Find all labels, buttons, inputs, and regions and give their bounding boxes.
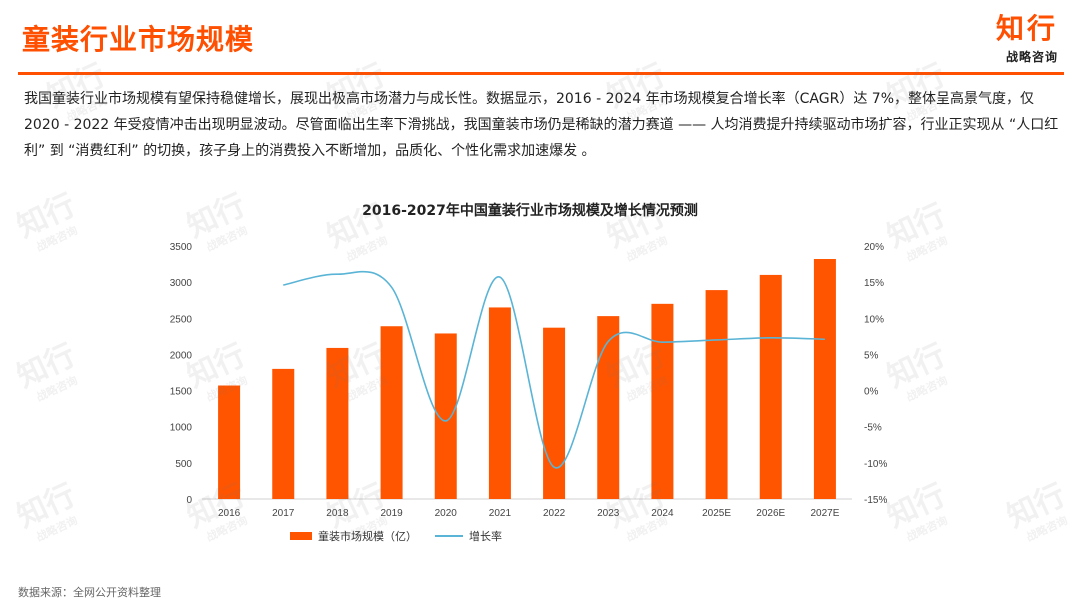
bar-2023 (597, 316, 620, 499)
bar-2017 (272, 368, 295, 499)
chart-legend: 童装市场规模（亿） 增长率 (290, 528, 502, 544)
watermark: 知行战略咨询 (11, 477, 88, 549)
x-tick-label: 2016 (218, 508, 241, 519)
watermark-sub: 战略咨询 (1024, 513, 1070, 545)
watermark: 知行战略咨询 (11, 337, 88, 409)
x-tick-label: 2026E (756, 508, 785, 519)
logo-sub: 战略咨询 (1005, 50, 1058, 64)
bar-2026E (759, 274, 782, 499)
bar-2022 (543, 327, 566, 499)
x-tick-label: 2027E (810, 508, 839, 519)
x-tick-label: 2025E (702, 508, 731, 519)
y-right-tick-label: 20% (864, 242, 884, 253)
y-right-tick-label: -15% (864, 495, 887, 506)
watermark: 知行战略咨询 (1001, 477, 1078, 549)
legend-line-label: 增长率 (469, 530, 502, 543)
x-tick-label: 2018 (326, 508, 349, 519)
description-paragraph: 我国童装行业市场规模有望保持稳健增长，展现出极高市场潜力与成长性。数据显示，20… (24, 91, 1059, 159)
bar-2018 (326, 347, 349, 499)
growth-rate-line (283, 270, 825, 469)
bar-2024 (651, 303, 674, 499)
y-left-tick-label: 1500 (170, 387, 193, 398)
x-tick-label: 2022 (543, 508, 566, 519)
page-title: 童装行业市场规模 (22, 23, 255, 56)
chart-container: 2016-2027年中国童装行业市场规模及增长情况预测 0 500 1000 1500… (150, 200, 910, 560)
y-right-tick-label: 10% (864, 314, 884, 325)
bar-2016 (218, 385, 241, 499)
y-right-tick-label: 15% (864, 278, 884, 289)
x-tick-label: 2019 (380, 508, 403, 519)
watermark-main: 知行 (1001, 477, 1071, 535)
chart-title: 2016-2027年中国童装行业市场规模及增长情况预测 (362, 203, 698, 219)
y-left-tick-label: 2000 (170, 350, 193, 361)
y-right-tick-label: 0% (864, 387, 879, 398)
data-source: 数据来源：全网公开资料整理 (18, 586, 161, 599)
x-tick-label: 2023 (597, 508, 620, 519)
logo-main: 知行 (995, 12, 1058, 45)
bar-2019 (380, 326, 403, 499)
bar-2021 (488, 307, 511, 499)
brand-logo: 知行 战略咨询 (948, 12, 1058, 65)
y-left-tick-label: 3000 (170, 278, 193, 289)
y-left-tick-label: 500 (175, 459, 192, 470)
watermark-main: 知行 (11, 477, 81, 535)
watermark-sub: 战略咨询 (34, 223, 80, 255)
legend-bar-label: 童装市场规模（亿） (318, 530, 417, 543)
y-left-tick-label: 3500 (170, 242, 193, 253)
header-divider (18, 72, 1064, 75)
watermark: 知行战略咨询 (11, 187, 88, 259)
x-tick-label: 2020 (435, 508, 458, 519)
bar-2020 (434, 333, 457, 499)
watermark-sub: 战略咨询 (34, 513, 80, 545)
y-right-tick-label: 5% (864, 350, 879, 361)
x-tick-label: 2024 (651, 508, 674, 519)
watermark-main: 知行 (11, 337, 81, 395)
y-left-tick-label: 2500 (170, 314, 193, 325)
legend-bar-swatch (290, 532, 312, 540)
y-left-tick-label: 0 (186, 495, 192, 506)
legend-line-swatch (435, 535, 463, 537)
watermark-sub: 战略咨询 (34, 373, 80, 405)
chart-svg: 0 500 1000 1500 2000 2500 3000 3500 -15% -10% -5% 0… (170, 242, 888, 519)
x-tick-label: 2021 (489, 508, 512, 519)
y-right-tick-label: -10% (864, 459, 887, 470)
x-tick-label: 2017 (272, 508, 295, 519)
watermark-main: 知行 (11, 187, 81, 245)
bar-2025E (705, 290, 728, 499)
y-right-tick-label: -5% (864, 423, 882, 434)
y-left-tick-label: 1000 (170, 423, 193, 434)
bar-2027E (813, 259, 836, 499)
